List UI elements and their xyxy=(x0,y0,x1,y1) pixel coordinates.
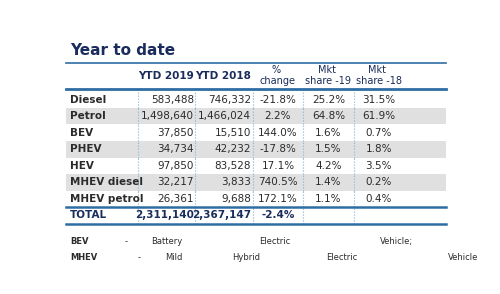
Text: 0.4%: 0.4% xyxy=(366,194,392,204)
Text: 34,734: 34,734 xyxy=(158,144,194,154)
Text: 1.5%: 1.5% xyxy=(315,144,342,154)
Text: Hybrid: Hybrid xyxy=(232,253,260,262)
Text: -21.8%: -21.8% xyxy=(260,95,296,105)
Text: 2.2%: 2.2% xyxy=(264,111,291,121)
Text: % 
change: % change xyxy=(260,65,296,86)
Text: MHEV: MHEV xyxy=(70,253,98,262)
Text: 42,232: 42,232 xyxy=(214,144,251,154)
Text: 2,311,140: 2,311,140 xyxy=(135,211,194,220)
Text: -2.4%: -2.4% xyxy=(262,211,294,220)
Text: -: - xyxy=(138,253,140,262)
Bar xyxy=(66,174,446,191)
Text: 32,217: 32,217 xyxy=(158,177,194,187)
Bar xyxy=(66,108,446,124)
Text: 172.1%: 172.1% xyxy=(258,194,298,204)
Text: Mkt 
share -19: Mkt share -19 xyxy=(306,65,352,86)
Text: Electric: Electric xyxy=(326,253,358,262)
Text: Diesel: Diesel xyxy=(70,95,106,105)
Text: 746,332: 746,332 xyxy=(208,95,251,105)
Bar xyxy=(66,141,446,158)
Text: Mild: Mild xyxy=(164,253,182,262)
Text: 1,466,024: 1,466,024 xyxy=(198,111,251,121)
Text: 61.9%: 61.9% xyxy=(362,111,396,121)
Text: 64.8%: 64.8% xyxy=(312,111,345,121)
Text: 740.5%: 740.5% xyxy=(258,177,298,187)
Text: Vehicle: Vehicle xyxy=(448,253,478,262)
Text: 1,498,640: 1,498,640 xyxy=(141,111,194,121)
Text: Vehicle;: Vehicle; xyxy=(380,237,414,246)
Text: Year to date: Year to date xyxy=(70,43,176,58)
Text: 0.2%: 0.2% xyxy=(366,177,392,187)
Text: 15,510: 15,510 xyxy=(215,128,251,138)
Text: MHEV petrol: MHEV petrol xyxy=(70,194,144,204)
Text: 26,361: 26,361 xyxy=(158,194,194,204)
Text: Mkt 
share -18: Mkt share -18 xyxy=(356,65,402,86)
Text: 17.1%: 17.1% xyxy=(262,161,294,171)
Text: 583,488: 583,488 xyxy=(150,95,194,105)
Text: HEV: HEV xyxy=(70,161,94,171)
Text: 4.2%: 4.2% xyxy=(315,161,342,171)
Text: 1.1%: 1.1% xyxy=(315,194,342,204)
Text: YTD 2018: YTD 2018 xyxy=(196,71,251,81)
Text: 9,688: 9,688 xyxy=(222,194,251,204)
Text: -17.8%: -17.8% xyxy=(260,144,296,154)
Text: MHEV diesel: MHEV diesel xyxy=(70,177,144,187)
Text: -: - xyxy=(124,237,127,246)
Text: 144.0%: 144.0% xyxy=(258,128,298,138)
Text: Battery: Battery xyxy=(151,237,182,246)
Text: 31.5%: 31.5% xyxy=(362,95,396,105)
Text: BEV: BEV xyxy=(70,237,89,246)
Text: PHEV: PHEV xyxy=(70,144,102,154)
Text: 2,367,147: 2,367,147 xyxy=(192,211,251,220)
Text: 1.4%: 1.4% xyxy=(315,177,342,187)
Text: Electric: Electric xyxy=(259,237,290,246)
Text: 0.7%: 0.7% xyxy=(366,128,392,138)
Text: 83,528: 83,528 xyxy=(214,161,251,171)
Text: YTD 2019: YTD 2019 xyxy=(138,71,194,81)
Text: 3,833: 3,833 xyxy=(222,177,251,187)
Text: BEV: BEV xyxy=(70,128,94,138)
Text: 1.8%: 1.8% xyxy=(366,144,392,154)
Text: 1.6%: 1.6% xyxy=(315,128,342,138)
Text: 3.5%: 3.5% xyxy=(366,161,392,171)
Text: TOTAL: TOTAL xyxy=(70,211,108,220)
Text: Petrol: Petrol xyxy=(70,111,106,121)
Text: 37,850: 37,850 xyxy=(158,128,194,138)
Text: 97,850: 97,850 xyxy=(158,161,194,171)
Text: 25.2%: 25.2% xyxy=(312,95,345,105)
